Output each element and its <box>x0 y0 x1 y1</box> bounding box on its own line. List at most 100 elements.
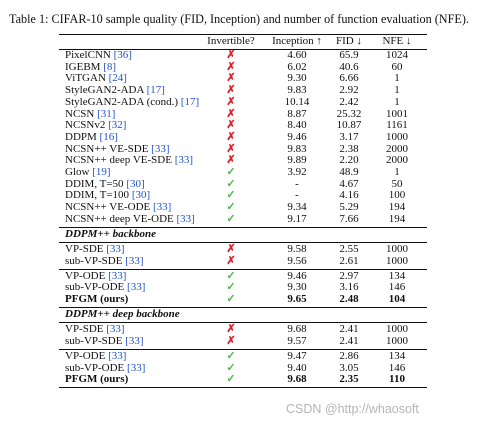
inception-value: 9.68 <box>287 373 307 386</box>
inception-value: 9.46 <box>287 269 307 282</box>
method-name-cell: sub-VP-SDE [33] <box>65 335 144 348</box>
inception-value: 9.46 <box>287 130 307 143</box>
method-name-cell: NCSN++ VE-ODE [33] <box>65 201 171 214</box>
check-icon: ✓ <box>226 201 236 214</box>
cross-icon: ✗ <box>226 323 236 336</box>
method-name: NCSN <box>65 107 95 120</box>
fid-value: 2.41 <box>339 323 359 336</box>
inception-value: 9.58 <box>287 243 307 256</box>
citation-link: [33] <box>106 243 125 256</box>
table-row: VP-SDE [33] ✗ 9.68 2.41 1000 <box>59 324 427 336</box>
fid-value: 3.05 <box>339 361 359 374</box>
method-name-cell: VP-ODE [33] <box>65 349 127 363</box>
citation-link: [33] <box>127 361 146 374</box>
citation-link: [30] <box>126 177 145 190</box>
nfe-value: 2000 <box>386 154 408 167</box>
inception-value: 9.68 <box>287 323 307 336</box>
method-name-cell: PFGM (ours) <box>65 373 128 386</box>
nfe-value: 1000 <box>386 243 408 256</box>
nfe-value: 1000 <box>386 130 408 143</box>
citation-link: [24] <box>108 72 127 85</box>
nfe-value: 194 <box>388 201 406 214</box>
cross-icon: ✗ <box>226 95 236 108</box>
group-rule <box>59 226 427 228</box>
method-name-cell: ViTGAN [24] <box>65 73 127 85</box>
section-rule <box>59 242 427 244</box>
check-icon: ✓ <box>226 269 236 282</box>
inception-value: 9.83 <box>287 84 307 97</box>
inception-value: 10.14 <box>284 95 310 108</box>
method-name-cell: sub-VP-ODE [33] <box>65 281 145 294</box>
method-name: VP-ODE <box>65 349 106 362</box>
nfe-value: 1000 <box>386 335 408 348</box>
nfe-value: 1 <box>394 84 400 97</box>
nfe-value: 110 <box>389 373 405 386</box>
fid-value: 2.97 <box>339 269 359 282</box>
method-name-cell: NCSN++ deep VE-ODE [33] <box>65 212 195 226</box>
method-name: IGEBM <box>65 60 101 73</box>
fid-value: 48.9 <box>339 166 359 178</box>
table-row: PFGM (ours) ✓ 9.65 2.48 104 <box>59 293 427 306</box>
section-header-row: DDPM++ deep backbone <box>59 308 427 321</box>
header-fid: FID ↓ <box>336 35 362 47</box>
fid-value: 2.38 <box>339 142 359 155</box>
check-icon: ✓ <box>226 212 236 225</box>
table-row: StyleGAN2-ADA (cond.) [17] ✗ 10.14 2.42 1 <box>59 95 427 109</box>
inception-value: 8.87 <box>287 107 307 120</box>
table-row: VP-ODE [33] ✓ 9.47 2.86 134 <box>59 349 427 363</box>
fid-value: 2.61 <box>339 254 359 267</box>
table-row: StyleGAN2-ADA [17] ✗ 9.83 2.92 1 <box>59 84 427 97</box>
fid-value: 65.9 <box>339 49 359 61</box>
fid-value: 2.55 <box>339 243 359 256</box>
watermark: CSDN @http://whaosoft <box>286 402 419 416</box>
citation-link: [33] <box>125 254 144 267</box>
cross-icon: ✗ <box>226 84 236 97</box>
method-name-cell: Glow [19] <box>65 166 111 179</box>
inception-value: 9.30 <box>287 72 307 85</box>
citation-link: [31] <box>97 107 116 120</box>
nfe-value: 134 <box>388 349 406 362</box>
nfe-value: 50 <box>391 177 403 190</box>
method-name: VP-SDE <box>65 323 104 336</box>
inception-value: - <box>295 189 299 202</box>
method-name-cell: StyleGAN2-ADA [17] <box>65 84 165 97</box>
group-rule <box>59 348 427 350</box>
nfe-value: 1161 <box>386 119 408 132</box>
method-name-cell: DDPM [16] <box>65 130 118 144</box>
check-icon: ✓ <box>226 293 236 305</box>
citation-link: [17] <box>180 95 200 108</box>
method-name-cell: NCSN++ deep VE-SDE [33] <box>65 154 194 167</box>
header-inception: Inception ↑ <box>272 35 322 47</box>
table-top-rule <box>59 34 427 35</box>
method-name: NCSN++ deep VE-SDE <box>65 154 172 167</box>
method-name-cell: VP-SDE [33] <box>65 324 125 336</box>
method-name: NCSN++ deep VE-ODE <box>65 212 174 225</box>
table-row: sub-VP-SDE [33] ✗ 9.57 2.41 1000 <box>59 335 427 348</box>
method-name: VP-SDE <box>65 243 104 256</box>
section-header-row: DDPM++ backbone <box>59 228 427 241</box>
method-name-cell: NCSN [31] <box>65 107 116 121</box>
citation-link: [33] <box>151 142 170 155</box>
method-name: StyleGAN2-ADA <box>65 84 144 97</box>
citation-link: [16] <box>99 130 118 143</box>
fid-value: 2.20 <box>339 154 359 167</box>
nfe-value: 1 <box>394 72 400 85</box>
method-name-cell: DDIM, T=50 [30] <box>65 177 145 191</box>
table-row: sub-VP-ODE [33] ✓ 9.30 3.16 146 <box>59 281 427 294</box>
fid-value: 4.67 <box>339 177 359 190</box>
inception-value: 9.89 <box>287 154 307 167</box>
fid-value: 40.6 <box>339 60 359 73</box>
method-name: NCSNv2 <box>65 119 106 132</box>
citation-link: [33] <box>108 349 127 362</box>
method-name-cell: NCSNv2 [32] <box>65 119 126 132</box>
citation-link: [36] <box>113 49 132 61</box>
nfe-value: 1000 <box>386 254 408 267</box>
inception-value: 3.92 <box>287 166 307 178</box>
method-name: PixelCNN <box>65 49 111 61</box>
citation-link: [17] <box>146 84 165 97</box>
check-icon: ✓ <box>226 361 236 374</box>
inception-value: 9.34 <box>287 201 307 214</box>
check-icon: ✓ <box>226 349 236 362</box>
table-row: NCSN [31] ✗ 8.87 25.32 1001 <box>59 107 427 121</box>
citation-link: [33] <box>174 154 194 167</box>
